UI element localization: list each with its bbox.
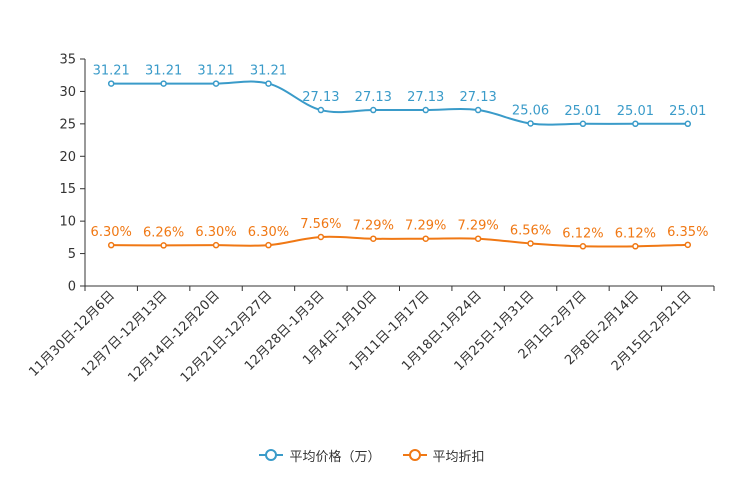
data-point: [474, 235, 482, 242]
data-point: [422, 106, 429, 114]
data-label: 7.29%: [457, 219, 498, 234]
data-label: 7.29%: [405, 219, 446, 234]
data-label: 6.35%: [667, 225, 708, 240]
y-tick-label: 30: [59, 85, 76, 100]
y-tick-label: 35: [59, 53, 76, 68]
data-point: [212, 80, 220, 87]
data-point: [527, 120, 534, 127]
data-label: 6.56%: [510, 223, 551, 238]
legend-price-label: 平均价格（万）: [289, 449, 381, 465]
data-point: [317, 233, 325, 241]
data-point: [579, 243, 587, 250]
data-label: 27.13: [407, 90, 444, 105]
data-point: [684, 120, 692, 128]
data-point: [317, 106, 325, 114]
line-chart: 0510152025303511月30日-12月6日12月7日-12月13日12…: [26, 53, 715, 386]
data-point: [422, 235, 429, 242]
legend-item-price[interactable]: 平均价格（万）: [259, 446, 381, 465]
data-point: [527, 240, 534, 247]
data-label: 7.29%: [353, 219, 394, 234]
data-point: [632, 243, 639, 250]
data-point: [212, 241, 220, 249]
legend-discount-line-icon: [402, 449, 427, 461]
x-tick-label: 11月30日-12月6日: [26, 288, 118, 380]
data-label: 25.01: [564, 104, 601, 119]
data-point: [265, 241, 272, 249]
data-point: [160, 80, 167, 87]
data-label: 27.13: [355, 90, 392, 105]
data-label: 25.06: [512, 103, 549, 118]
data-label: 31.21: [93, 64, 130, 79]
data-label: 6.30%: [248, 225, 289, 240]
data-point: [474, 106, 482, 114]
y-tick-label: 5: [68, 247, 76, 262]
x-tick-label: 12月21日-12月27日: [178, 288, 275, 385]
data-point: [107, 241, 115, 249]
legend-item-discount[interactable]: 平均折扣: [402, 446, 485, 465]
data-point: [160, 242, 167, 249]
y-tick-label: 20: [59, 150, 76, 165]
data-label: 25.01: [617, 104, 654, 119]
data-point: [579, 120, 587, 128]
data-point: [370, 106, 377, 114]
data-label: 6.26%: [143, 225, 184, 240]
legend: 平均价格（万） 平均折扣: [0, 444, 744, 466]
data-label: 7.56%: [300, 217, 341, 232]
y-tick-label: 0: [68, 280, 76, 295]
data-label: 6.12%: [615, 226, 656, 241]
data-label: 6.12%: [562, 226, 603, 241]
data-point: [632, 120, 639, 128]
data-point: [370, 235, 377, 242]
legend-discount-label: 平均折扣: [432, 449, 485, 465]
series-line-1: [111, 235, 688, 248]
data-label: 27.13: [302, 90, 339, 105]
data-label: 31.21: [197, 64, 234, 79]
data-label: 31.21: [145, 64, 182, 79]
y-tick-label: 10: [59, 215, 76, 230]
data-point: [265, 80, 272, 87]
x-tick-label: 12月14日-12月20日: [125, 288, 222, 385]
data-label: 6.30%: [195, 225, 236, 240]
data-point: [684, 241, 692, 249]
series-line-0: [111, 80, 688, 126]
y-tick-label: 25: [59, 117, 76, 132]
data-point: [107, 80, 115, 87]
data-label: 31.21: [250, 64, 287, 79]
legend-price-line-icon: [259, 449, 284, 461]
data-label: 25.01: [669, 104, 706, 119]
y-tick-label: 15: [59, 182, 76, 197]
data-label: 27.13: [460, 90, 497, 105]
data-label: 6.30%: [91, 225, 132, 240]
